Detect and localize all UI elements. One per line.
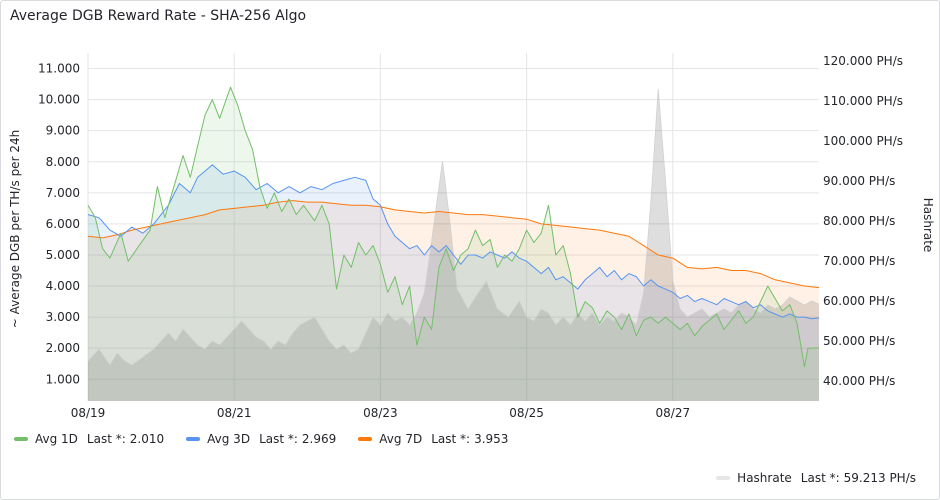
y-left-tick-label: 6.000: [46, 217, 80, 231]
y-right-tick-label: 70.000 PH/s: [823, 254, 895, 268]
series-area-avg-3d: [88, 164, 819, 401]
y-left-tick-label: 5.000: [46, 248, 80, 262]
y-left-tick-label: 11.000: [38, 62, 80, 76]
y-right-tick-label: 40.000 PH/s: [823, 374, 895, 388]
legend: Avg 1D Last *: 2.010 Avg 3D Last *: 2.96…: [14, 432, 508, 446]
series-line-layer: [87, 86, 820, 368]
legend-name-avg-7d: Avg 7D: [379, 432, 423, 446]
legend-swatch-hashrate: [716, 476, 731, 480]
legend-swatch-avg-3d: [186, 437, 201, 441]
y-right-tick-label: 110.000 PH/s: [823, 94, 903, 108]
y-left-tick-label: 3.000: [46, 310, 80, 324]
y-axis-left-label: ~ Average DGB per TH/s per 24h: [8, 130, 22, 328]
y-left-tick-label: 2.000: [46, 341, 80, 355]
y-right-tick-label: 90.000 PH/s: [823, 174, 895, 188]
legend-swatch-avg-7d: [358, 437, 373, 441]
legend-last-value-hashrate: 59.213 PH/s: [843, 471, 916, 485]
legend-last-label-avg-7d: Last *:: [431, 432, 471, 446]
series-line-avg-7d: [87, 200, 820, 289]
y-right-tick-label: 60.000 PH/s: [823, 294, 895, 308]
x-tick-label: 08/21: [217, 406, 252, 420]
series-area-avg-7d: [88, 200, 819, 401]
y-axis-right-label: Hashrate: [921, 198, 935, 253]
legend-last-label-avg-3d: Last *:: [259, 432, 298, 446]
y-right-tick-label: 80.000 PH/s: [823, 214, 895, 228]
x-tick-label: 08/25: [509, 406, 544, 420]
x-tick-label: 08/27: [656, 406, 691, 420]
axis-layer: 1.000 2.000 3.000 4.000 5.000 6.000 7.000 8.000…: [38, 54, 903, 420]
legend-right: Hashrate Last *: 59.213 PH/s: [716, 471, 916, 485]
y-left-tick-label: 8.000: [46, 155, 80, 169]
y-left-tick-label: 1.000: [46, 372, 80, 386]
x-tick-label: 08/19: [71, 406, 106, 420]
series-area-layer: [88, 87, 819, 401]
y-right-tick-label: 120.000 PH/s: [823, 54, 903, 68]
legend-item-avg-7d[interactable]: Avg 7D Last *: 3.953: [358, 432, 508, 446]
legend-last-value-avg-1d: 2.010: [129, 432, 165, 446]
y-left-tick-label: 10.000: [38, 93, 80, 107]
legend-swatch-avg-1d: [14, 437, 28, 441]
legend-last-label-hashrate: Last *:: [800, 471, 840, 485]
x-tick-label: 08/23: [363, 406, 398, 420]
y-left-tick-label: 4.000: [46, 279, 80, 293]
legend-name-avg-3d: Avg 3D: [207, 432, 251, 446]
y-right-tick-label: 100.000 PH/s: [823, 134, 903, 148]
y-left-tick-label: 7.000: [46, 186, 80, 200]
legend-item-hashrate[interactable]: Hashrate Last *: 59.213 PH/s: [716, 471, 916, 485]
series-area-hashrate: [88, 89, 819, 401]
chart-title: Average DGB Reward Rate - SHA-256 Algo: [10, 8, 307, 24]
legend-last-value-avg-7d: 3.953: [474, 432, 509, 446]
legend-item-avg-3d[interactable]: Avg 3D Last *: 2.969: [186, 432, 336, 446]
y-left-tick-label: 9.000: [46, 124, 80, 138]
legend-item-avg-1d[interactable]: Avg 1D Last *: 2.010: [14, 432, 164, 446]
legend-name-avg-1d: Avg 1D: [35, 432, 78, 446]
legend-last-label-avg-1d: Last *:: [86, 432, 126, 446]
series-line-avg-1d: [87, 86, 820, 368]
series-area-avg-1d: [88, 87, 819, 401]
grid-layer: [87, 53, 819, 401]
y-right-tick-label: 50.000 PH/s: [823, 334, 895, 348]
legend-name-hashrate: Hashrate: [737, 471, 792, 485]
legend-last-value-avg-3d: 2.969: [301, 432, 337, 446]
